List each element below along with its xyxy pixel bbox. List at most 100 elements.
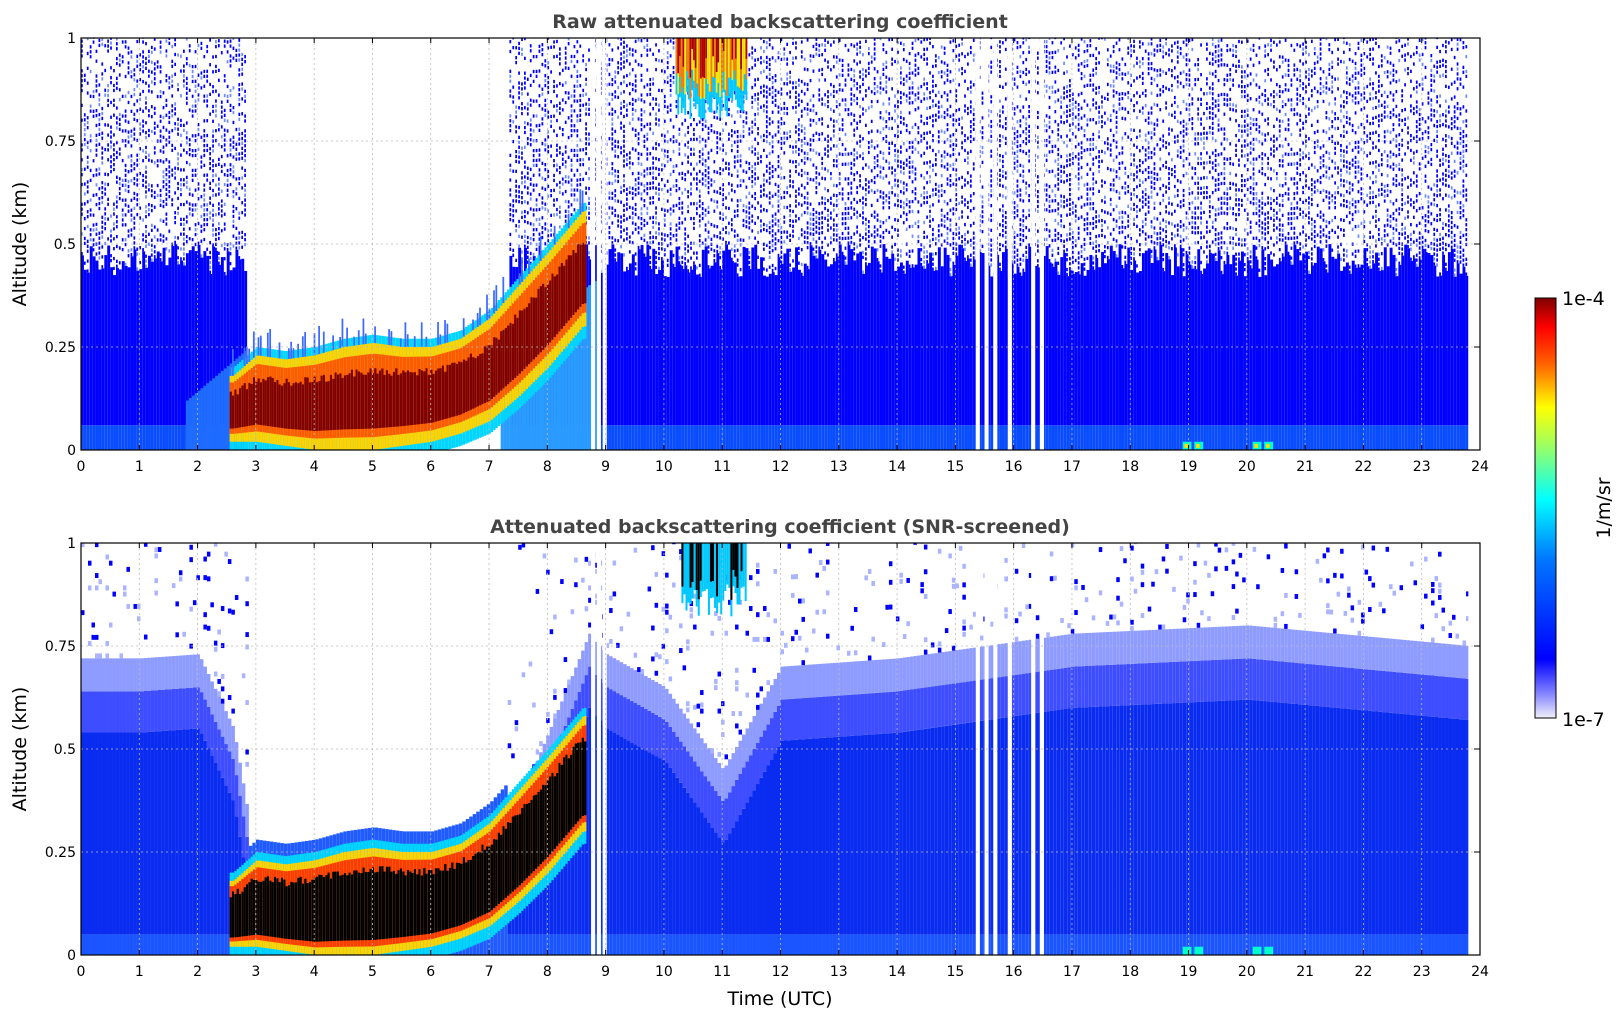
noise-cell: [908, 86, 911, 90]
noise-cell: [923, 82, 926, 86]
noise-cell: [159, 149, 162, 153]
noise-cell: [168, 130, 171, 134]
noise-cell: [844, 78, 847, 82]
noise-cell: [736, 263, 739, 267]
noise-cell: [197, 182, 200, 186]
noise-cell: [789, 248, 791, 252]
noise-cell: [806, 211, 809, 215]
noise-cell: [107, 172, 109, 177]
noise-cell: [162, 239, 165, 243]
noise-cell: [751, 204, 754, 208]
noise-cell: [212, 228, 214, 232]
signal-cell: [713, 262, 717, 426]
noise-cell: [113, 88, 115, 93]
noise-cell: [509, 188, 512, 192]
signal-cell: [710, 265, 714, 426]
noise-cell: [736, 159, 739, 163]
noise-cell: [512, 38, 515, 40]
signal-cell: [809, 425, 813, 450]
noise-cell: [104, 227, 107, 231]
noise-cell: [550, 124, 552, 129]
noise-cell: [870, 188, 873, 193]
signal-cell: [757, 268, 761, 426]
noise-cell: [576, 79, 579, 83]
noise-cell: [838, 236, 841, 240]
noise-cell: [92, 193, 95, 198]
signal-cell: [760, 425, 764, 450]
noise-cell: [911, 101, 914, 105]
noise-cell: [89, 213, 92, 217]
noise-cell: [937, 234, 940, 238]
noise-cell: [719, 216, 722, 220]
noise-cell: [614, 194, 617, 198]
noise-cell: [929, 165, 931, 169]
noise-cell: [98, 142, 101, 146]
noise-cell: [576, 148, 579, 153]
noise-cell: [579, 108, 582, 113]
noise-cell: [789, 144, 791, 149]
noise-cell: [217, 231, 220, 236]
noise-cell: [675, 188, 678, 193]
noise-cell: [217, 202, 220, 206]
noise-cell: [725, 225, 727, 230]
noise-cell: [197, 43, 200, 48]
signal-cell: [783, 425, 787, 450]
noise-cell: [862, 137, 864, 141]
noise-cell: [815, 181, 818, 185]
noise-cell: [897, 100, 899, 104]
noise-cell: [634, 193, 637, 197]
noise-cell: [532, 208, 535, 212]
noise-cell: [844, 261, 847, 265]
noise-cell: [932, 84, 934, 88]
noise-cell: [579, 163, 582, 167]
noise-cell: [830, 82, 832, 87]
noise-cell: [719, 132, 722, 136]
noise-cell: [763, 148, 765, 152]
noise-cell: [824, 147, 826, 151]
noise-cell: [835, 198, 838, 203]
noise-cell: [806, 246, 809, 250]
signal-cell: [926, 263, 930, 426]
noise-cell: [620, 220, 622, 224]
noise-cell: [200, 71, 203, 75]
noise-cell: [244, 129, 246, 133]
noise-cell: [191, 114, 194, 118]
noise-cell: [832, 203, 835, 207]
noise-cell: [669, 172, 672, 177]
noise-cell: [690, 246, 692, 250]
noise-cell: [876, 248, 879, 252]
noise-cell: [885, 218, 888, 223]
noise-cell: [235, 142, 238, 147]
signal-cell: [739, 276, 743, 426]
noise-cell: [171, 148, 174, 153]
noise-cell: [547, 75, 550, 80]
signal-cell: [110, 267, 114, 426]
noise-cell: [765, 179, 768, 183]
noise-cell: [576, 129, 579, 133]
noise-cell: [806, 68, 809, 72]
noise-cell: [241, 72, 244, 76]
noise-cell: [914, 68, 917, 72]
noise-cell: [786, 111, 789, 116]
noise-cell: [850, 181, 853, 185]
noise-cell: [521, 38, 523, 42]
noise-cell: [783, 52, 786, 56]
noise-cell: [185, 235, 188, 239]
noise-cell: [611, 127, 614, 131]
noise-cell: [232, 204, 235, 209]
noise-cell: [553, 173, 555, 178]
signal-cell: [235, 249, 239, 426]
noise-cell: [763, 188, 765, 192]
noise-cell: [573, 54, 576, 59]
noise-cell: [739, 109, 742, 114]
noise-cell: [757, 112, 759, 116]
noise-cell: [812, 252, 815, 256]
noise-cell: [150, 60, 153, 64]
noise-cell: [830, 92, 832, 97]
signal-cell: [894, 270, 898, 426]
noise-cell: [853, 177, 856, 182]
noise-cell: [194, 188, 197, 192]
noise-cell: [220, 105, 223, 109]
noise-cell: [768, 250, 771, 255]
noise-cell: [232, 224, 235, 228]
